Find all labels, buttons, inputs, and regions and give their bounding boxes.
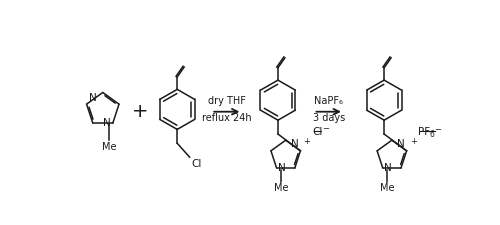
Text: +: + bbox=[132, 102, 148, 121]
Text: PF: PF bbox=[418, 127, 430, 137]
Text: 6: 6 bbox=[430, 130, 434, 139]
Text: N: N bbox=[278, 163, 286, 173]
Text: dry THF: dry THF bbox=[208, 96, 246, 106]
Text: N: N bbox=[89, 93, 96, 103]
Text: −: − bbox=[322, 124, 329, 133]
Text: +: + bbox=[410, 137, 416, 146]
Text: Me: Me bbox=[102, 142, 116, 152]
Text: NaPF₆: NaPF₆ bbox=[314, 96, 343, 106]
Text: Me: Me bbox=[380, 183, 394, 194]
Text: −: − bbox=[434, 125, 442, 134]
Text: Cl: Cl bbox=[312, 127, 322, 137]
Text: +: + bbox=[304, 137, 310, 146]
Text: 3 days: 3 days bbox=[312, 113, 345, 123]
Text: N: N bbox=[291, 139, 299, 149]
Text: N: N bbox=[102, 118, 110, 128]
Text: Me: Me bbox=[274, 183, 288, 194]
Text: N: N bbox=[398, 139, 405, 149]
Text: reflux 24h: reflux 24h bbox=[202, 113, 252, 123]
Text: Cl: Cl bbox=[191, 159, 202, 169]
Text: N: N bbox=[384, 163, 392, 173]
